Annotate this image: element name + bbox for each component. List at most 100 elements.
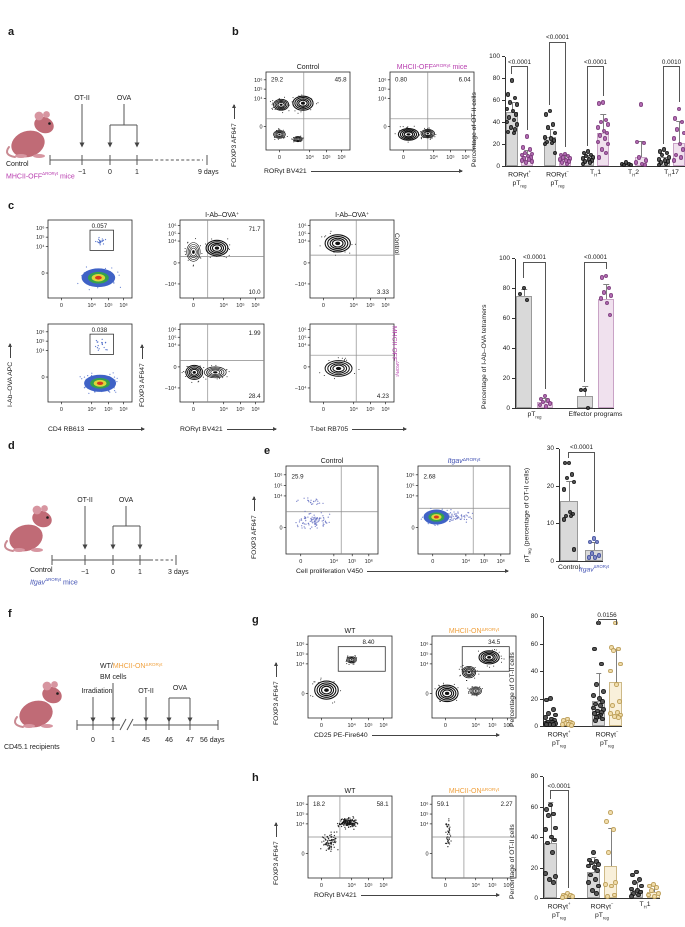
data-point — [547, 401, 553, 406]
bar-group: RORγt− pTreg 0.0156 — [591, 612, 623, 748]
data-point — [596, 553, 602, 558]
svg-text:0: 0 — [383, 125, 386, 131]
y-tick-label: 60 — [502, 315, 510, 322]
svg-text:10⁵: 10⁵ — [488, 722, 496, 729]
flow-plot-g-wt: WT 8.40 0 10⁴ 10⁵ 10⁶ 10⁶ 10⁵ 10⁴ 0 — [288, 626, 402, 735]
svg-text:28.4: 28.4 — [249, 393, 262, 400]
data-point — [505, 129, 511, 135]
y-tick — [540, 671, 543, 672]
bar-group: RORγt− pTreg — [586, 776, 618, 920]
data-point — [543, 112, 549, 117]
y-tick-label: 30 — [546, 445, 554, 452]
svg-text:10⁶: 10⁶ — [378, 77, 386, 84]
data-point — [672, 116, 678, 121]
bar — [577, 396, 593, 408]
data-point — [678, 154, 684, 160]
p-value: <0.0001 — [523, 254, 546, 261]
data-point — [578, 387, 584, 393]
bar-slot — [586, 776, 601, 898]
ova-label: OVA — [173, 685, 188, 692]
legend-itgav: ItgavΔRORγt mice — [30, 576, 78, 587]
y-tick — [512, 258, 515, 259]
data-point — [560, 894, 565, 900]
bar-group: RORγt+ pTreg <0.0001 — [543, 776, 575, 920]
data-point — [540, 399, 546, 405]
bar-group: Effector programs <0.0001 — [569, 254, 623, 418]
bar-slot — [543, 776, 558, 898]
flow-plot-h-mhcii-on: MHCII-ONΔRORγt 59.1 2.27 0 10⁴ 10⁵ 10⁶ 10⁶ 10⁵ 10… — [412, 786, 526, 895]
data-point — [552, 130, 558, 136]
data-point — [551, 811, 556, 817]
data-point — [585, 405, 591, 411]
data-point — [599, 661, 604, 667]
svg-text:10⁶: 10⁶ — [296, 641, 304, 648]
svg-text:10⁵: 10⁵ — [366, 302, 374, 309]
y-tick-label: 60 — [530, 803, 538, 811]
group-x-label: RORγt+ pTreg — [547, 729, 571, 749]
svg-text:10⁴: 10⁴ — [298, 342, 307, 349]
y-tick — [512, 318, 515, 319]
bar-slot — [656, 56, 672, 168]
data-point — [603, 273, 609, 279]
x-axis-label: RORγt BV421 — [180, 426, 278, 433]
bar-slot — [560, 616, 575, 728]
svg-text:10⁶: 10⁶ — [36, 225, 44, 232]
figure: a b c d e f g h OT-II OVA −1 0 1 9 days … — [0, 18, 685, 927]
error-bar — [615, 650, 617, 682]
data-point — [598, 119, 604, 125]
bar-slot — [560, 776, 575, 900]
data-point — [604, 300, 610, 306]
data-point — [613, 880, 618, 886]
panel-letter-b: b — [232, 26, 239, 38]
data-point — [595, 139, 601, 145]
axis-arrow — [142, 345, 143, 360]
data-point — [603, 150, 609, 156]
bar-group: pTreg <0.0001 — [516, 254, 553, 419]
y-tick — [556, 523, 559, 525]
bracket-leg — [565, 41, 566, 148]
svg-text:0: 0 — [192, 407, 195, 413]
error-bar-cap — [676, 121, 682, 122]
group-x-label: RORγt− pTreg — [546, 169, 569, 189]
data-point — [595, 868, 600, 873]
svg-text:0: 0 — [41, 271, 44, 277]
svg-text:0: 0 — [425, 851, 428, 857]
data-point — [510, 108, 516, 114]
axis-arrow — [234, 105, 235, 120]
svg-text:10⁵: 10⁵ — [168, 334, 176, 341]
axis-arrow — [10, 343, 11, 358]
chart-plot-area: Control ItgavΔRORγt <0.0001 — [558, 444, 609, 573]
data-point — [586, 880, 591, 886]
bracket-leg — [584, 261, 585, 382]
data-point — [629, 894, 634, 899]
y-tick — [556, 561, 559, 562]
svg-text:45.8: 45.8 — [335, 76, 348, 83]
y-tick — [502, 78, 505, 79]
data-point — [552, 837, 557, 843]
svg-text:10⁵: 10⁵ — [104, 406, 112, 413]
mouse-illustration — [6, 110, 58, 163]
svg-text:10⁴: 10⁴ — [349, 302, 358, 309]
svg-text:0: 0 — [320, 883, 323, 889]
data-point — [566, 460, 572, 466]
data-point — [592, 865, 597, 870]
group-x-label: Effector programs — [568, 411, 623, 418]
bracket-leg — [679, 66, 680, 103]
bar — [516, 295, 532, 408]
data-point — [594, 891, 599, 896]
ova-label: OVA — [119, 497, 134, 504]
svg-text:10⁶: 10⁶ — [381, 302, 389, 309]
y-tick-label: 0 — [550, 558, 554, 565]
data-point — [568, 513, 574, 519]
bar-slot — [598, 258, 614, 408]
data-point — [547, 877, 552, 882]
svg-text:59.1: 59.1 — [437, 801, 450, 808]
bar-slot — [646, 776, 661, 899]
group-x-label: RORγt+ pTreg — [547, 901, 571, 921]
svg-text:Control: Control — [321, 458, 344, 465]
data-point — [621, 162, 627, 168]
flow-plot-c-rorgt-off: 1.99 28.4 0 10⁴ 10⁵ 10⁶ 10⁶ 10⁵ 10⁴ 0 −10⁴ — [160, 314, 274, 419]
p-value: <0.0001 — [584, 254, 607, 261]
error-bar — [636, 882, 638, 891]
data-point — [588, 872, 593, 878]
